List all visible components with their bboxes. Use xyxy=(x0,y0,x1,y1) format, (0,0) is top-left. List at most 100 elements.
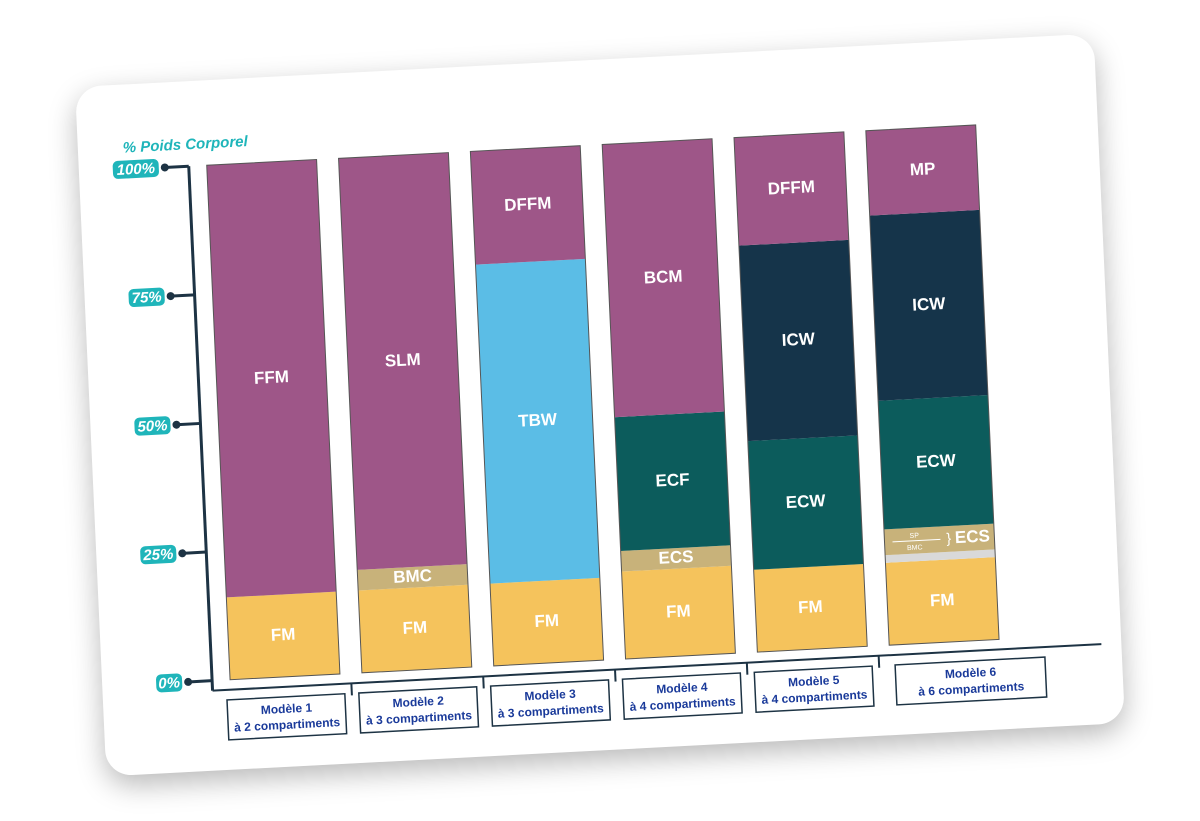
stacked-bar-chart: % Poids Corporel 0% 25% 50% 75% 100% FM FFM Mod… xyxy=(112,124,1102,741)
y-tick-badge xyxy=(112,159,159,179)
category-box xyxy=(894,656,1048,706)
category-sublabel: à 2 compartiments xyxy=(234,715,341,735)
segment-label: MP xyxy=(909,159,935,179)
bar-segment-fm xyxy=(753,564,868,653)
bar-outline xyxy=(601,138,736,660)
y-tick xyxy=(184,550,207,555)
x-axis-line xyxy=(212,643,1102,692)
y-tick-dot xyxy=(160,163,169,172)
category-sublabel: à 4 compartiments xyxy=(629,694,736,714)
bar-segment-fm xyxy=(885,557,1000,646)
category-box xyxy=(358,686,480,734)
y-tick-label: 50% xyxy=(137,417,168,436)
bar-segment-ecs xyxy=(620,545,732,572)
bar-segment-dffm xyxy=(470,145,586,265)
y-tick-label: 25% xyxy=(142,546,174,565)
y-tick xyxy=(172,293,195,298)
category-label: Modèle 1 xyxy=(260,700,312,717)
category-box xyxy=(489,679,612,727)
y-tick-badge xyxy=(140,544,177,565)
category-label: Modèle 6 xyxy=(945,665,997,682)
bar-segment-fm xyxy=(226,591,340,680)
segment-label: DFFM xyxy=(767,177,815,198)
bar-segment-tbw xyxy=(475,258,600,584)
segment-label: FM xyxy=(270,625,295,645)
category-label: Modèle 4 xyxy=(656,680,708,697)
bar-segment-bmc xyxy=(357,564,469,591)
bar-outline xyxy=(338,152,473,674)
segment-label: SLM xyxy=(384,350,421,371)
category-sublabel: à 3 compartiments xyxy=(498,701,605,721)
bar-segment-sm+r xyxy=(885,549,996,563)
bar-outline xyxy=(865,124,1000,646)
segment-label: BCM xyxy=(643,266,683,287)
y-tick-label: 100% xyxy=(116,160,155,179)
segment-label: BMC xyxy=(393,566,433,587)
category-box xyxy=(753,665,875,714)
segment-label: ECF xyxy=(655,470,690,491)
bar-segment-ffm xyxy=(206,159,337,598)
segment-label: DFFM xyxy=(504,193,552,214)
segment-sublabel: SP xyxy=(909,532,919,539)
bar-segment-dffm xyxy=(734,131,849,246)
x-tick xyxy=(482,676,485,689)
y-tick xyxy=(190,679,213,684)
sublabel-divider xyxy=(892,538,941,543)
category-label: Modèle 5 xyxy=(788,673,840,690)
y-tick-label: 0% xyxy=(158,674,180,692)
y-tick-badge xyxy=(155,673,183,693)
y-tick-label: 75% xyxy=(131,289,162,308)
segment-label: ECS xyxy=(658,547,694,568)
segment-label: ECW xyxy=(916,451,957,472)
y-axis-line xyxy=(187,166,215,691)
segment-label: FM xyxy=(666,601,691,621)
category-label: Modèle 3 xyxy=(524,687,576,704)
bar-segment-fm xyxy=(489,577,604,666)
category-sublabel: à 6 compartiments xyxy=(918,679,1025,699)
category-label: Modèle 2 xyxy=(392,694,444,711)
y-tick-dot xyxy=(184,677,193,686)
segment-label: ICW xyxy=(912,294,947,315)
x-tick xyxy=(877,655,881,668)
category-sublabel: à 3 compartiments xyxy=(366,708,473,728)
y-tick-dot xyxy=(172,420,181,429)
bar-outline xyxy=(206,158,341,681)
x-tick xyxy=(745,662,749,675)
bar-segment-ecf xyxy=(614,411,731,551)
segment-label: ECS xyxy=(954,526,990,547)
segment-label: FM xyxy=(930,590,955,610)
bar-segment-icw xyxy=(738,239,858,442)
segment-label: TBW xyxy=(518,410,558,431)
y-axis-label: % Poids Corporel xyxy=(122,133,248,157)
segment-label: FFM xyxy=(254,367,290,388)
y-tick-dot xyxy=(166,292,175,301)
segment-label: FM xyxy=(798,597,823,617)
category-sublabel: à 4 compartiments xyxy=(761,687,868,707)
brace-icon: } xyxy=(946,530,952,546)
x-tick xyxy=(614,669,617,682)
y-tick-dot xyxy=(178,549,187,558)
segment-label: ECW xyxy=(785,491,826,512)
x-tick xyxy=(350,683,353,696)
y-tick xyxy=(178,421,201,427)
bar-segment-fm xyxy=(621,565,736,660)
segment-label: FM xyxy=(534,611,559,631)
segment-label: ICW xyxy=(781,329,816,350)
bar-outline xyxy=(469,145,605,667)
bar-segment-mp xyxy=(865,124,980,216)
bar-segment-ecw xyxy=(878,395,994,530)
y-tick-badge xyxy=(134,416,171,436)
category-box xyxy=(226,692,348,741)
segment-sublabel: BMC xyxy=(907,544,923,552)
bar-segment-slm xyxy=(338,152,468,570)
category-box xyxy=(621,672,743,720)
bar-outline xyxy=(733,131,868,653)
y-tick-badge xyxy=(128,287,165,308)
chart-card: % Poids Corporel 0% 25% 50% 75% 100% FM FFM Mod… xyxy=(75,33,1125,777)
bar-segment-fm xyxy=(358,584,472,673)
bar-segment-bcm xyxy=(602,138,725,418)
segment-label: FM xyxy=(402,618,427,638)
bar-segment-ecw xyxy=(747,435,864,570)
y-tick xyxy=(166,164,189,169)
bar-segment-icw xyxy=(869,209,988,401)
